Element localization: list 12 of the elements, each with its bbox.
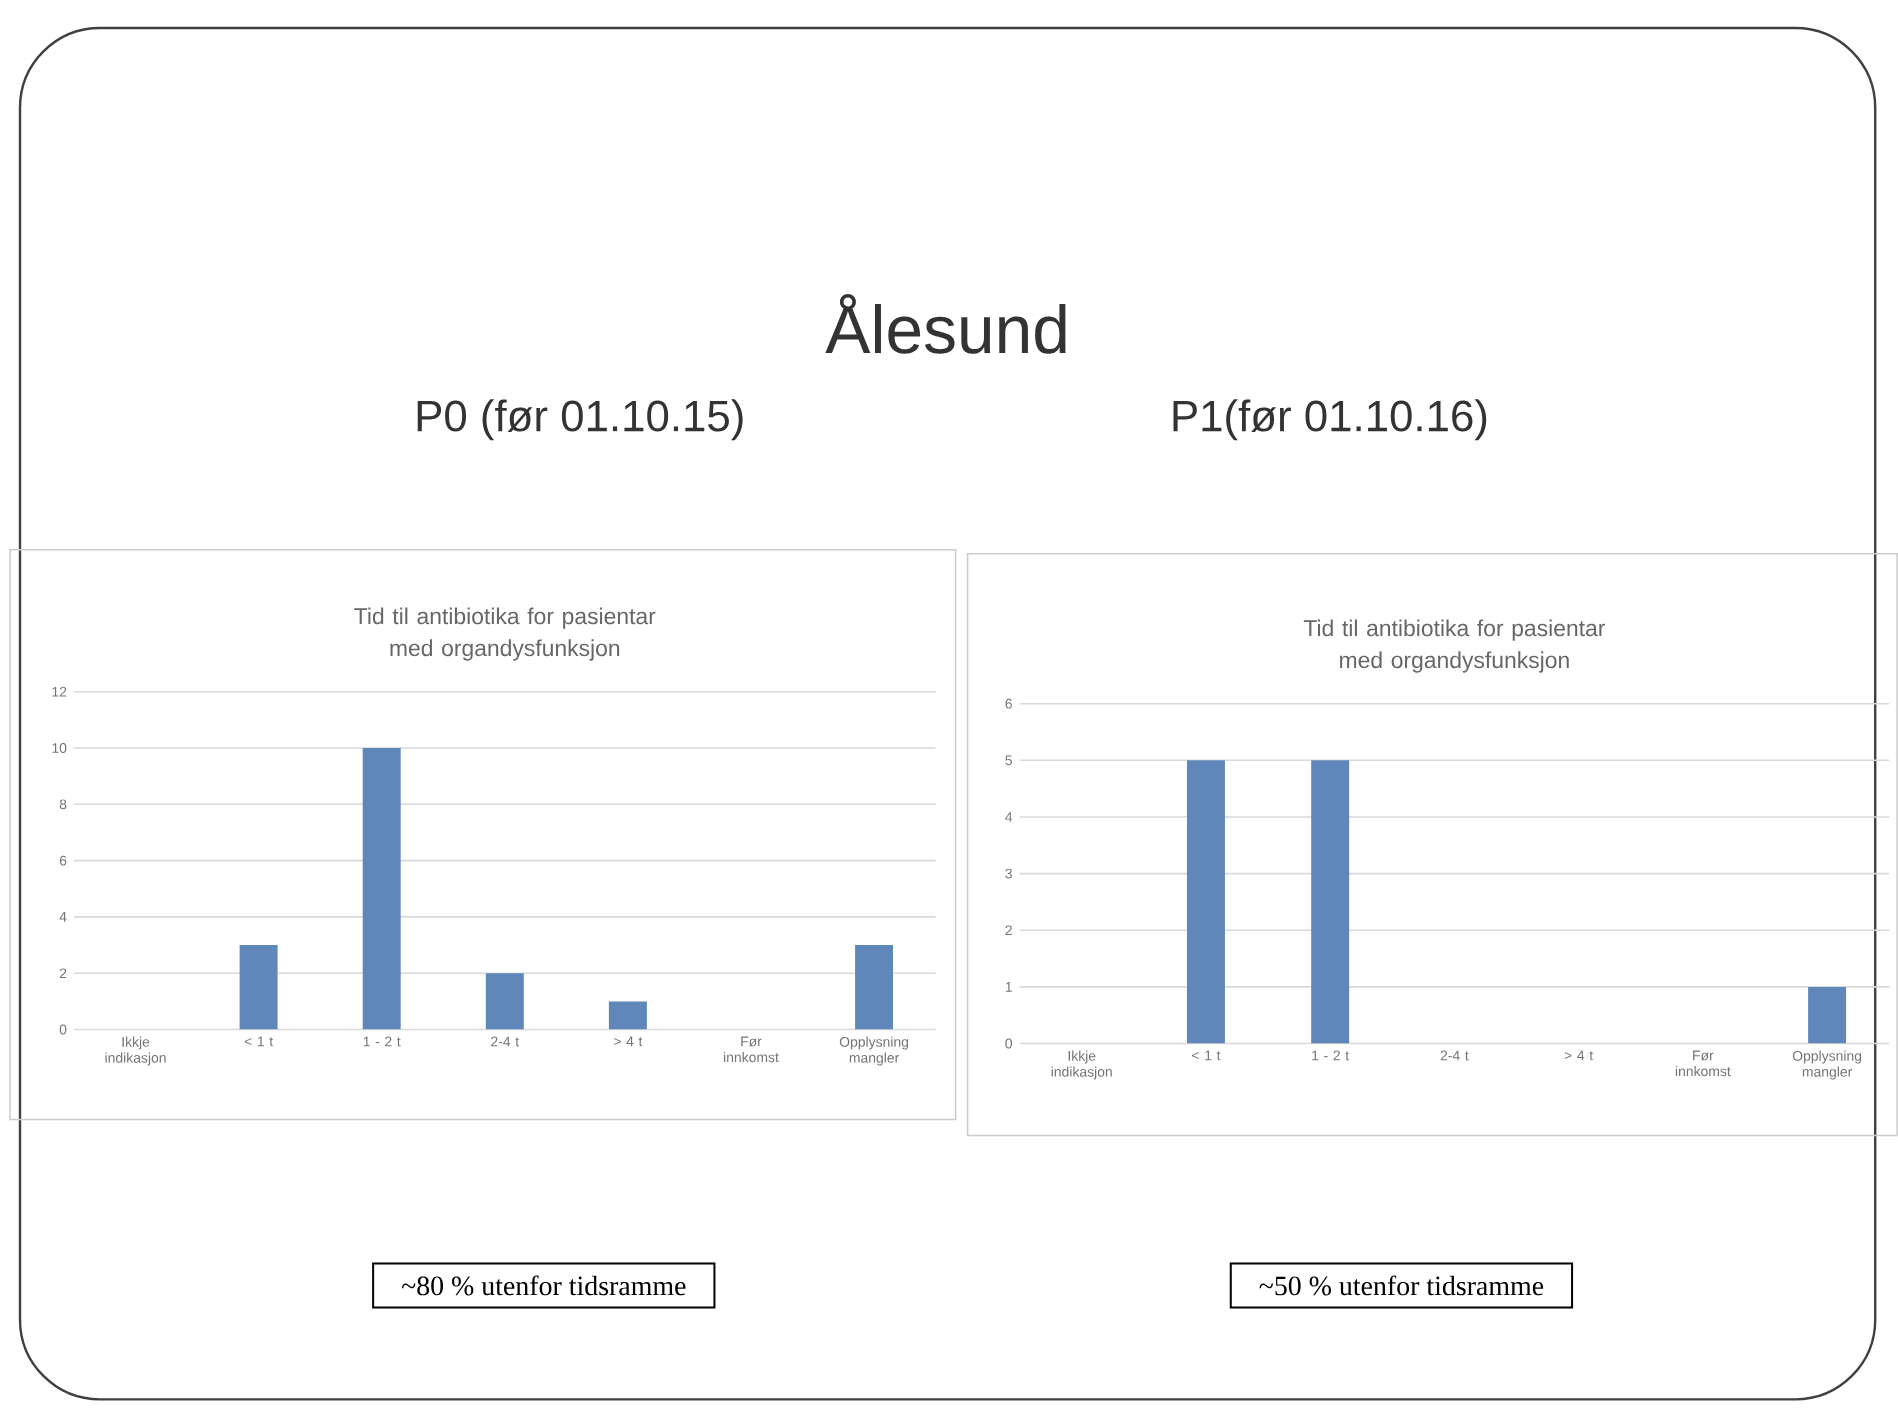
chart-subtitle: P0 (før 01.10.15) [417, 399, 743, 441]
text: ~80 % utenfor tidsramme [401, 1275, 686, 1296]
text: Ålesund [825, 294, 1066, 355]
bar [855, 945, 894, 1030]
bar [608, 1001, 647, 1030]
chart-subtitle: P1(før 01.10.16) [1173, 399, 1487, 441]
text: ~50 % utenfor tidsramme [1259, 1275, 1544, 1296]
chart-title: Tid til antibiotika for pasientar med organdysfunksjon [1303, 619, 1606, 673]
bar [485, 973, 524, 1030]
bar [239, 945, 278, 1030]
chart-title: Tid til antibiotika for pasientar med organdysfunksjon [354, 607, 656, 661]
bar [362, 748, 401, 1030]
